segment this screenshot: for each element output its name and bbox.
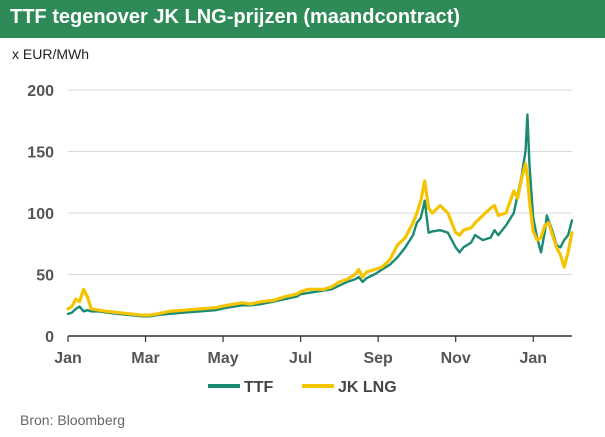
legend-label-0: TTF (244, 379, 274, 396)
y-tick-label-150: 150 (27, 145, 54, 162)
x-tick-label-5: Nov (441, 350, 471, 367)
x-tick-label-6: Jan (519, 350, 547, 367)
y-tick-label-100: 100 (27, 206, 54, 223)
chart-title: TTF tegenover JK LNG-prijzen (maandcontr… (10, 6, 461, 28)
x-tick-label-3: Jul (289, 350, 312, 367)
y-axis-unit-label: x EUR/MWh (12, 46, 89, 62)
y-tick-label-200: 200 (27, 83, 54, 100)
x-tick-label-1: Mar (131, 350, 159, 367)
x-tick-label-0: Jan (54, 350, 82, 367)
x-tick-label-4: Sep (363, 350, 393, 367)
legend-label-1: JK LNG (338, 379, 397, 396)
x-tick-label-2: May (208, 350, 239, 367)
title-bar: TTF tegenover JK LNG-prijzen (maandcontr… (0, 0, 605, 38)
source-note: Bron: Bloomberg (20, 412, 126, 428)
series-line-0 (66, 113, 574, 318)
y-tick-label-0: 0 (45, 329, 54, 346)
series-line-1 (66, 162, 574, 317)
y-tick-label-50: 50 (36, 268, 54, 285)
